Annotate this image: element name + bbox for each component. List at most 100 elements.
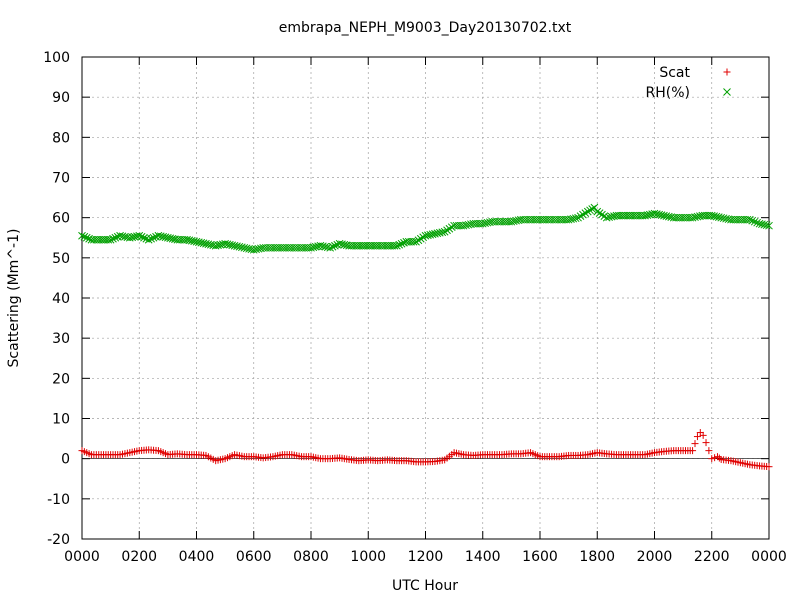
data-point bbox=[574, 213, 582, 222]
x-tick-label: 1800 bbox=[579, 549, 615, 565]
data-point bbox=[206, 240, 215, 249]
data-point bbox=[104, 235, 113, 244]
data-point bbox=[78, 231, 86, 240]
data-point bbox=[80, 232, 89, 241]
data-point bbox=[187, 236, 196, 245]
data-point bbox=[605, 213, 613, 222]
data-point bbox=[82, 233, 91, 242]
data-point bbox=[571, 214, 580, 223]
y-axis-ticks: -20 -10 0 10 20 30 40 50 60 70 80 90 100 bbox=[43, 50, 769, 548]
data-point bbox=[743, 215, 752, 224]
data-point bbox=[216, 240, 225, 249]
data-point bbox=[426, 230, 435, 239]
data-point bbox=[712, 212, 721, 221]
data-point bbox=[116, 231, 124, 240]
data-point bbox=[319, 242, 327, 251]
data-point bbox=[567, 215, 575, 224]
data-point bbox=[311, 242, 320, 251]
data-point bbox=[691, 440, 699, 448]
data-point bbox=[641, 211, 649, 220]
data-point bbox=[662, 212, 671, 221]
data-point bbox=[755, 219, 764, 228]
data-point bbox=[593, 207, 602, 216]
x-tick-label: 1400 bbox=[465, 549, 501, 565]
data-point bbox=[183, 235, 191, 244]
data-point bbox=[130, 232, 139, 241]
data-point bbox=[583, 207, 592, 216]
data-point bbox=[650, 209, 659, 218]
series-scat bbox=[78, 429, 773, 471]
data-point bbox=[235, 242, 244, 251]
x-tick-label: 0400 bbox=[179, 549, 215, 565]
data-point bbox=[708, 455, 716, 463]
data-point bbox=[660, 211, 668, 220]
data-point bbox=[309, 243, 318, 252]
data-point bbox=[602, 213, 611, 222]
y-tick-label: 80 bbox=[52, 130, 70, 146]
data-point bbox=[691, 213, 699, 222]
data-point bbox=[144, 235, 153, 244]
data-point bbox=[214, 241, 222, 250]
data-point bbox=[447, 223, 456, 232]
data-point bbox=[156, 232, 165, 241]
y-tick-label: 70 bbox=[52, 171, 70, 187]
data-point bbox=[240, 243, 249, 252]
x-tick-label: 2200 bbox=[694, 549, 730, 565]
data-point bbox=[326, 243, 335, 252]
data-point bbox=[440, 227, 449, 236]
data-point bbox=[579, 210, 587, 219]
data-point bbox=[424, 231, 432, 240]
x-axis-label: UTC Hour bbox=[392, 578, 458, 594]
data-point bbox=[464, 220, 473, 229]
data-point bbox=[765, 221, 773, 230]
data-point bbox=[745, 215, 754, 224]
x-tick-label: 0000 bbox=[64, 549, 100, 565]
y-tick-label: 10 bbox=[52, 412, 70, 428]
data-point bbox=[459, 221, 468, 230]
data-point bbox=[512, 216, 520, 225]
plot-frame bbox=[81, 56, 770, 540]
data-point bbox=[688, 213, 697, 222]
y-tick-label: 30 bbox=[52, 331, 70, 347]
legend-marker-scat bbox=[723, 68, 731, 76]
data-point bbox=[707, 211, 716, 220]
data-point bbox=[699, 431, 707, 439]
data-point bbox=[195, 238, 203, 247]
data-point bbox=[645, 210, 654, 219]
data-point bbox=[331, 241, 339, 250]
y-tick-label: 0 bbox=[61, 452, 70, 468]
data-point bbox=[598, 210, 606, 219]
data-point bbox=[564, 215, 573, 224]
legend-marker-rh bbox=[723, 88, 731, 96]
data-point bbox=[125, 233, 134, 242]
data-point bbox=[340, 240, 349, 249]
data-point bbox=[221, 239, 229, 248]
data-point bbox=[419, 233, 427, 242]
data-point bbox=[462, 221, 470, 230]
y-tick-label: 60 bbox=[52, 211, 70, 227]
y-tick-label: -20 bbox=[47, 532, 70, 548]
data-point bbox=[421, 231, 430, 240]
data-point bbox=[588, 205, 597, 213]
data-point bbox=[192, 237, 201, 246]
y-tick-label: 90 bbox=[52, 90, 70, 106]
data-point bbox=[481, 219, 489, 228]
data-point bbox=[85, 234, 93, 243]
legend-sample bbox=[723, 88, 731, 96]
data-point bbox=[710, 212, 718, 221]
data-point bbox=[586, 206, 594, 215]
data-point bbox=[106, 235, 115, 244]
x-axis-ticks: 0000 0200 0400 0600 0800 1000 1200 1400 1600 1800… bbox=[64, 57, 787, 565]
data-point bbox=[600, 212, 609, 221]
data-point bbox=[128, 233, 137, 242]
y-tick-label: 100 bbox=[43, 50, 70, 66]
data-point bbox=[164, 233, 172, 242]
data-point bbox=[714, 213, 723, 222]
data-point bbox=[168, 234, 177, 243]
data-point bbox=[722, 214, 730, 223]
x-tick-label: 0000 bbox=[751, 549, 787, 565]
data-point bbox=[576, 212, 585, 221]
data-point bbox=[393, 241, 401, 250]
